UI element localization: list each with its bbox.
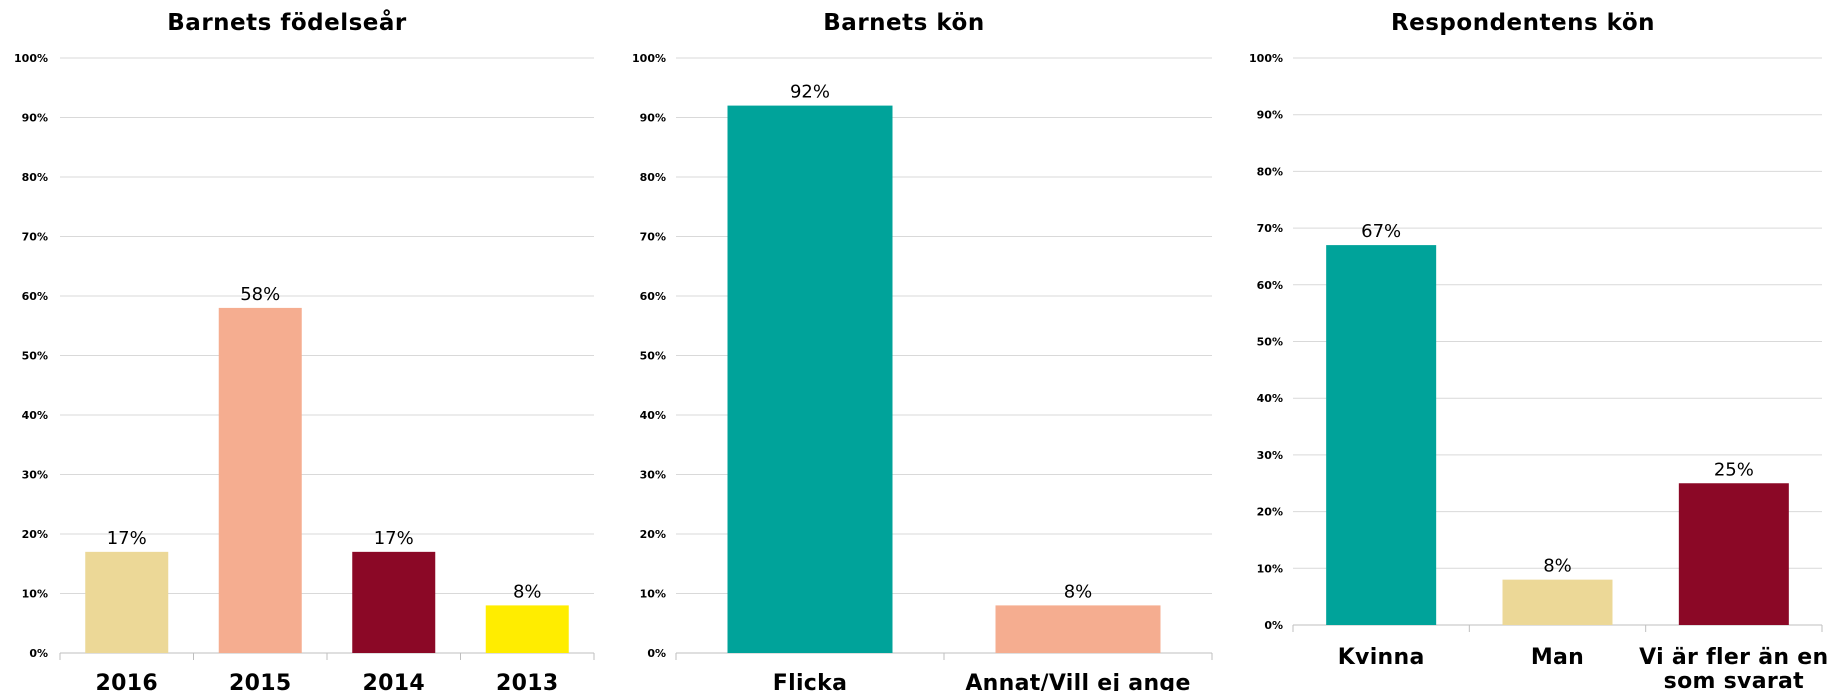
y-tick-label: 0% [1264,619,1283,632]
y-tick-label: 80% [640,171,666,184]
y-tick-label: 10% [22,588,48,601]
x-tick-label: Flicka [773,671,847,691]
y-tick-label: 90% [22,112,48,125]
y-tick-label: 60% [640,290,666,303]
x-tick-label: Kvinna [1338,645,1425,670]
bar-2015 [218,307,302,653]
y-tick-label: 50% [640,350,666,363]
chart-1: Barnets födelseår 0% 10% 20% 30% 40% 50% 60% 70%… [14,9,595,691]
data-label: 92% [790,82,830,103]
y-tick-label: 70% [22,231,48,244]
chart-title: Barnets födelseår [167,9,407,36]
y-tick-label: 60% [1257,279,1283,292]
y-tick-label: 0% [647,647,666,660]
data-label: 17% [374,528,414,549]
y-tick-label: 10% [1257,562,1283,575]
y-tick-label: 40% [1257,392,1283,405]
x-tick-label: 2013 [496,671,558,691]
bar-flicka [727,105,893,654]
chart-title: Respondentens kön [1391,10,1655,36]
y-tick-label: 30% [22,469,48,482]
y-tick-label: 50% [22,350,48,363]
y-tick-label: 100% [632,52,666,65]
x-tick-label: Man [1531,645,1584,670]
bar-vi-är-fler-än-en-som-svarat [1678,483,1789,625]
bar-annat-vill-ej-ange [995,605,1161,653]
x-tick-label: som svarat [1664,669,1804,691]
bar-2013 [485,605,569,653]
x-tick-label: 2015 [229,671,291,691]
y-tick-label: 30% [1257,449,1283,462]
data-label: 8% [513,581,542,602]
bar-kvinna [1326,245,1437,626]
y-tick-label: 50% [1257,336,1283,349]
bar-2016 [85,551,169,653]
y-tick-label: 40% [640,409,666,422]
x-tick-label: 2014 [363,671,425,691]
data-label: 25% [1714,459,1754,480]
chart-title: Barnets kön [823,10,984,36]
y-tick-label: 90% [640,112,666,125]
y-tick-label: 10% [640,588,666,601]
y-tick-label: 40% [22,409,48,422]
x-tick-label: 2016 [96,671,158,691]
data-label: 67% [1361,221,1401,242]
y-tick-label: 100% [14,52,48,65]
x-tick-label: Annat/Vill ej ange [965,671,1190,691]
data-label: 17% [107,528,147,549]
data-label: 58% [240,284,280,305]
y-tick-label: 20% [22,528,48,541]
y-tick-label: 20% [640,528,666,541]
y-tick-label: 60% [22,290,48,303]
y-tick-label: 70% [1257,222,1283,235]
data-label: 8% [1543,556,1572,577]
x-tick-label: Vi är fler än en [1639,645,1828,670]
chart-3: Respondentens kön 0% 10% 20% 30% 40% 50% 60% 70%… [1249,10,1828,691]
chart-2: Barnets kön 0% 10% 20% 30% 40% 50% 60% 70% 80% 90%… [632,10,1213,691]
bar-man [1502,579,1613,625]
data-label: 8% [1064,581,1093,602]
y-tick-label: 80% [1257,165,1283,178]
y-tick-label: 20% [1257,506,1283,519]
y-tick-label: 30% [640,469,666,482]
y-tick-label: 0% [29,647,48,660]
bar-2014 [352,551,436,653]
y-tick-label: 80% [22,171,48,184]
y-tick-label: 100% [1249,52,1283,65]
y-tick-label: 90% [1257,109,1283,122]
y-tick-label: 70% [640,231,666,244]
